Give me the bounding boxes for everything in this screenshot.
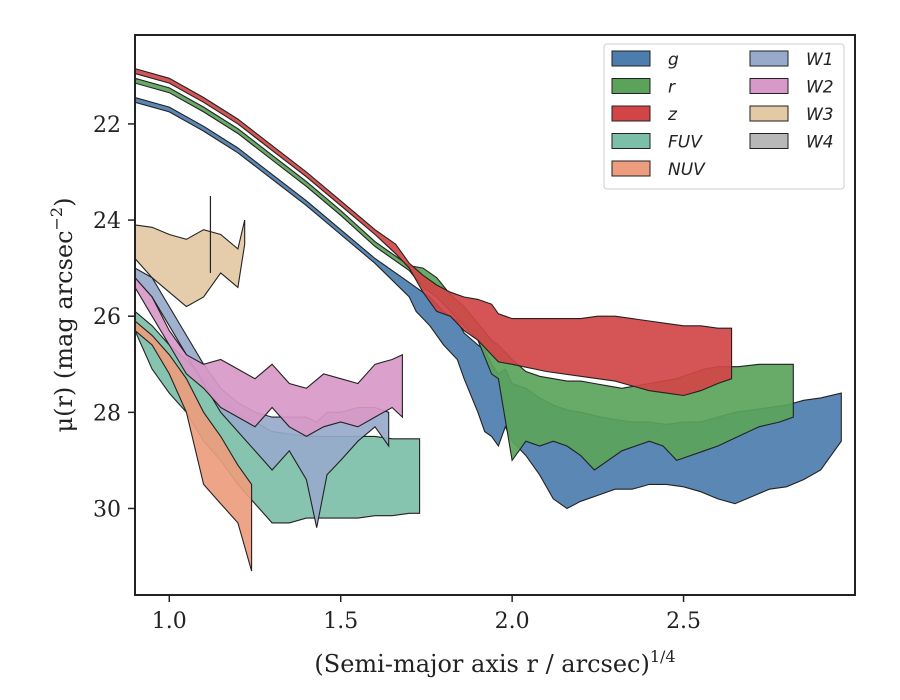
legend-swatch-g <box>611 50 651 67</box>
legend-swatch-w2 <box>749 78 789 94</box>
legend-label-w1: W1 <box>806 50 834 70</box>
series-areas <box>135 68 842 572</box>
x-axis: 1.0 1.5 2.0 2.5 <box>152 595 701 634</box>
series-band-nuv <box>135 320 253 572</box>
legend-label-g: g <box>668 50 679 70</box>
x-axis-title: (Semi-major axis r / arcsec)1/4 <box>314 647 675 678</box>
y-tick-label: 22 <box>93 113 121 138</box>
series-band-g <box>135 96 842 510</box>
legend-label-nuv: NUV <box>668 160 706 180</box>
y-axis-title: μ(r) (mag arcsec−2) <box>47 198 78 433</box>
y-tick-label: 24 <box>93 209 121 234</box>
x-tick-label: 1.5 <box>323 609 358 634</box>
legend-swatch-fuv <box>611 133 651 149</box>
legend-swatch-w1 <box>749 50 789 67</box>
legend-swatch-r <box>611 78 651 94</box>
legend-swatch-nuv <box>611 160 651 177</box>
x-tick-label: 1.0 <box>152 609 187 634</box>
y-tick-label: 26 <box>93 305 121 330</box>
legend-label-fuv: FUV <box>668 133 703 153</box>
series-band-z <box>135 68 733 397</box>
legend-swatch-w4 <box>749 133 789 149</box>
legend: grz FUV NUV W1 W2 W3 W4 <box>603 43 845 190</box>
y-tick-label: 30 <box>93 497 121 522</box>
x-tick-label: 2.0 <box>495 609 530 634</box>
series-band-w2 <box>135 276 403 438</box>
legend-label-r: r <box>668 78 676 98</box>
legend-label-w3: W3 <box>806 105 834 125</box>
series-band-w3 <box>135 219 246 308</box>
legend-swatch-w3 <box>749 105 789 122</box>
plot-frame <box>134 34 856 596</box>
legend-label-w2: W2 <box>806 78 834 98</box>
y-axis: 22 24 26 28 30 <box>93 113 135 522</box>
legend-label-w4: W4 <box>806 133 834 153</box>
x-tick-label: 2.5 <box>666 609 701 634</box>
legend-label-z: z <box>667 105 678 125</box>
legend-swatch-z <box>611 105 651 122</box>
y-tick-label: 28 <box>93 401 121 426</box>
